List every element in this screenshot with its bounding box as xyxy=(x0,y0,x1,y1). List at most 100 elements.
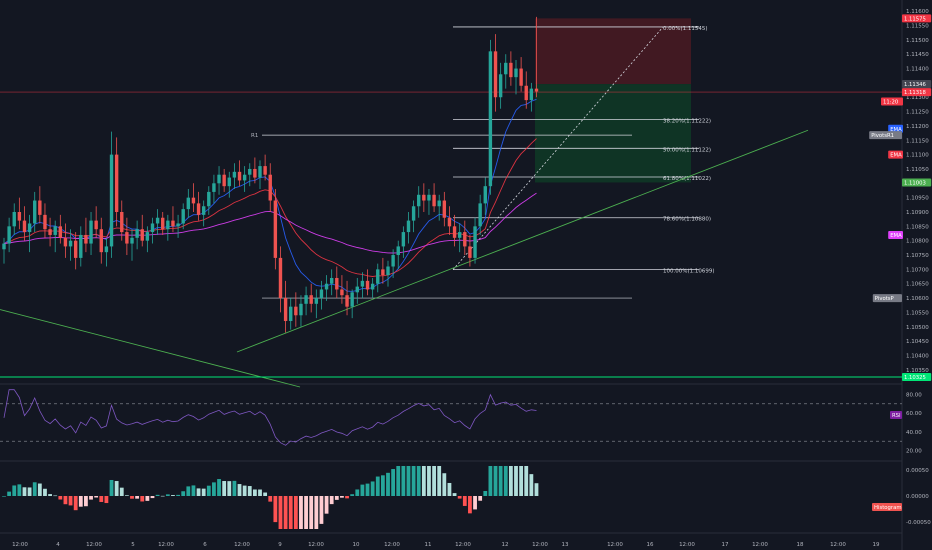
price-tag-label: 1.11003 xyxy=(904,180,926,186)
candle-body xyxy=(488,51,493,187)
histogram-bar xyxy=(319,496,324,524)
candle-body xyxy=(432,194,436,207)
histogram-bar xyxy=(58,496,63,500)
histogram-bar xyxy=(483,490,488,496)
histogram-bar xyxy=(104,496,109,504)
histogram-bar xyxy=(237,484,242,496)
price-tag xyxy=(902,178,932,187)
candle-body xyxy=(171,220,175,227)
candle-body xyxy=(68,240,73,247)
histogram-bar xyxy=(268,496,273,502)
candle-body xyxy=(186,197,191,210)
candle-body xyxy=(258,166,262,178)
histogram-bar xyxy=(406,466,411,496)
time-tick-label: 13 xyxy=(562,542,569,548)
candle-body xyxy=(196,203,201,215)
time-tick-label: 11 xyxy=(425,542,432,548)
histogram-bar xyxy=(498,466,503,496)
rsi-pane[interactable]: 80.00 60.00 40.00 20.00 RSI xyxy=(0,389,922,455)
candle-body xyxy=(498,74,503,98)
histogram-bar xyxy=(22,487,27,496)
price-axis[interactable]: 1.11600 1.11550 1.11500 1.11450 1.11400 1.113… xyxy=(869,9,932,381)
histogram-bar xyxy=(457,496,462,499)
price-pane[interactable]: 0.00%(1.11545) 38.20%(1.11222) 50.00%(1.11… xyxy=(0,0,903,550)
histogram-bar xyxy=(227,481,232,496)
histogram-bar xyxy=(437,466,442,496)
histogram-bar xyxy=(37,483,42,496)
histogram-bar xyxy=(345,496,349,499)
histogram-bar xyxy=(63,496,68,505)
histogram-bar xyxy=(324,496,329,514)
price-tag-label: EMA xyxy=(890,153,902,159)
time-tick-label: 12:00 xyxy=(12,542,28,548)
time-tick-label: 12:00 xyxy=(158,542,174,548)
time-tick-label: 12:00 xyxy=(679,542,695,548)
time-tick-label: 19 xyxy=(873,542,880,548)
candle-body xyxy=(355,286,359,293)
price-tick-label: 1.11400 xyxy=(906,67,929,73)
histogram-bar xyxy=(160,495,165,497)
candle-body xyxy=(360,280,365,287)
fib-level-label: 100.00%(1.10699) xyxy=(663,269,715,275)
price-tag xyxy=(881,97,903,106)
histogram-bar xyxy=(263,492,268,496)
price-tick-label: 1.11450 xyxy=(906,52,929,58)
price-tag-label: PivotsR1 xyxy=(871,133,894,139)
histogram-bar xyxy=(350,494,355,496)
histogram-bar xyxy=(150,496,155,499)
candle-body xyxy=(309,295,313,304)
candle-body xyxy=(125,232,129,244)
histogram-bar xyxy=(309,496,314,529)
time-tick-label: 12:00 xyxy=(607,542,623,548)
price-tick-label: 1.10850 xyxy=(906,224,929,230)
candle-body xyxy=(335,277,339,290)
histogram-bar xyxy=(478,496,483,501)
candle-body xyxy=(22,220,27,233)
price-tick-label: 1.10700 xyxy=(906,267,929,273)
candle-body xyxy=(534,88,539,92)
histogram-bar xyxy=(206,485,211,496)
candle-body xyxy=(447,217,452,227)
candle-body xyxy=(63,237,68,247)
histogram-bar xyxy=(232,480,237,496)
price-tick-label: 1.11200 xyxy=(906,124,929,130)
candle-body xyxy=(401,232,406,247)
take-profit-zone xyxy=(535,84,691,183)
histogram-bar xyxy=(503,466,508,496)
candle-body xyxy=(73,240,78,258)
time-axis[interactable]: 12:00 4 12:00 5 12:00 6 12:00 9 12:00 10 12:00 11 12… xyxy=(12,542,880,548)
projection-line xyxy=(452,26,664,270)
price-tick-label: 1.11100 xyxy=(906,153,929,159)
price-tick-label: 1.10350 xyxy=(906,368,929,374)
candle-body xyxy=(109,154,114,247)
candle-body xyxy=(207,191,211,207)
candle-body xyxy=(314,298,319,304)
candle-body xyxy=(278,257,283,299)
candle-body xyxy=(381,269,385,276)
price-tick-label: 1.10950 xyxy=(906,196,929,202)
histogram-bar xyxy=(401,466,406,496)
histogram-bar xyxy=(176,494,180,496)
price-tag xyxy=(888,150,903,159)
candle-body xyxy=(89,220,93,244)
price-tick-label: 1.10650 xyxy=(906,282,929,288)
candle-body xyxy=(27,223,32,233)
candle-body xyxy=(222,174,226,187)
histogram-tag-label: Histogram xyxy=(874,505,901,511)
histogram-bar xyxy=(278,496,283,529)
candle-body xyxy=(493,51,498,98)
histogram-bar xyxy=(17,484,22,496)
rsi-tag-label: RSI xyxy=(892,413,901,419)
candle-body xyxy=(263,166,267,175)
price-tick-label: 1.10800 xyxy=(906,239,929,245)
candle-body xyxy=(145,232,150,241)
price-tick-label: 1.10450 xyxy=(906,339,929,345)
rsi-tag xyxy=(890,411,902,419)
candle-body xyxy=(12,211,16,227)
time-tick-label: 5 xyxy=(131,542,135,548)
histogram-bar xyxy=(247,486,252,496)
histogram-bar xyxy=(514,466,518,496)
histogram-bar xyxy=(534,483,539,496)
histogram-pane[interactable]: 0.00050 0.00000 -0.00050 Histogram xyxy=(2,466,931,529)
